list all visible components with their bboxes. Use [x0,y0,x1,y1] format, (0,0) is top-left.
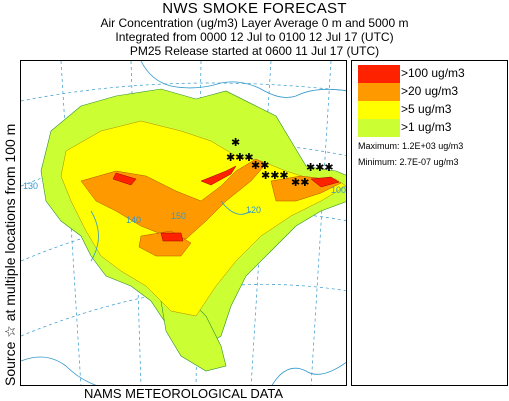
source-star-icon: ✱✱✱ [306,162,334,174]
smoke-map: ✱✱✱ ✱✱ ✱✱✱ ✱✱✱ ✱✱ ✱ 130 140 150 120 100 [20,60,347,386]
legend-swatch [358,119,400,137]
legend-panel: >100 ug/m3 >20 ug/m3 >5 ug/m3 >1 ug/m3 M… [351,60,508,386]
map-canvas: ✱✱✱ ✱✱ ✱✱✱ ✱✱✱ ✱✱ ✱ 130 140 150 120 100 [21,61,346,385]
legend-item-gt20: >20 ug/m3 [358,83,498,101]
source-star-icon: ✱✱✱ [226,152,254,164]
meteorological-data-label: NAMS METEOROLOGICAL DATA [83,386,284,401]
source-star-icon: ✱ [231,137,240,149]
concentration-subtitle: Air Concentration (ug/m3) Layer Average … [100,16,409,30]
release-start: PM25 Release started at 0600 11 Jul 17 (… [129,44,380,58]
lon-label: 130 [23,181,38,191]
source-label-container: Source ☆ at multiple locations from 100 … [0,60,20,386]
maximum-value: Maximum: 1.2E+03 ug/m3 [358,141,464,151]
source-star-icon: ✱✱✱ [261,170,289,182]
forecast-title: NWS SMOKE FORECAST [162,0,347,17]
minimum-value: Minimum: 2.7E-07 ug/m3 [358,157,459,167]
legend-label: >5 ug/m3 [401,102,452,116]
legend-swatch [358,101,400,119]
integration-period: Integrated from 0000 12 Jul to 0100 12 J… [115,30,394,44]
source-star-icon: ✱✱ [291,177,309,189]
legend-label: >1 ug/m3 [401,120,452,134]
legend-label: >100 ug/m3 [401,66,465,80]
legend-item-gt1: >1 ug/m3 [358,119,498,137]
lon-label: 140 [126,215,141,225]
longitude-labels: 130 140 150 120 100 [23,181,346,225]
legend-item-gt5: >5 ug/m3 [358,101,498,119]
legend-label: >20 ug/m3 [401,84,459,98]
lon-label: 150 [171,211,186,221]
source-star-icon: ✱✱ [251,160,269,172]
coastline [21,61,346,385]
legend-item-gt100: >100 ug/m3 [358,65,498,83]
legend-swatch [358,65,400,83]
lon-label: 100 [331,185,346,195]
source-label: Source ☆ at multiple locations from 100 … [2,123,18,386]
plume-gt100 [112,165,340,242]
source-markers: ✱✱✱ ✱✱ ✱✱✱ ✱✱✱ ✱✱ ✱ [226,137,334,189]
lon-label: 120 [246,205,261,215]
legend-swatch [358,83,400,101]
